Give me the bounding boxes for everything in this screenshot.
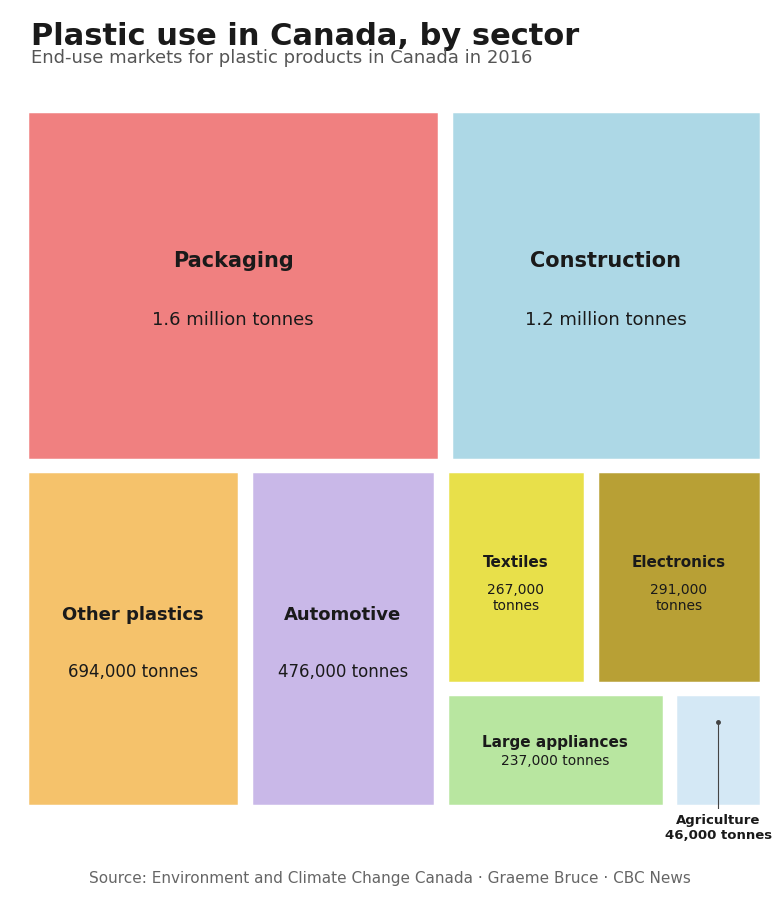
Bar <box>27 111 439 460</box>
Bar <box>446 694 664 806</box>
Text: 1.6 million tonnes: 1.6 million tonnes <box>152 311 314 330</box>
Text: Automotive: Automotive <box>284 606 402 624</box>
Bar <box>675 694 760 806</box>
Bar <box>597 471 760 683</box>
Bar <box>446 471 585 683</box>
Text: Construction: Construction <box>530 251 681 271</box>
Text: Other plastics: Other plastics <box>62 606 204 624</box>
Text: 1.2 million tonnes: 1.2 million tonnes <box>525 311 686 330</box>
Text: 291,000
tonnes: 291,000 tonnes <box>651 583 707 613</box>
Text: 694,000 tonnes: 694,000 tonnes <box>68 663 198 681</box>
Text: Agriculture
46,000 tonnes: Agriculture 46,000 tonnes <box>665 814 771 841</box>
Text: Source: Environment and Climate Change Canada · Graeme Bruce · CBC News: Source: Environment and Climate Change C… <box>89 870 691 886</box>
Bar <box>27 471 239 806</box>
Text: Large appliances: Large appliances <box>482 734 628 750</box>
Text: Textiles: Textiles <box>483 555 548 570</box>
Text: 237,000 tonnes: 237,000 tonnes <box>501 754 609 768</box>
Text: 476,000 tonnes: 476,000 tonnes <box>278 663 408 681</box>
Text: Plastic use in Canada, by sector: Plastic use in Canada, by sector <box>31 22 580 51</box>
Text: Packaging: Packaging <box>172 251 293 271</box>
Bar <box>251 471 434 806</box>
Text: End-use markets for plastic products in Canada in 2016: End-use markets for plastic products in … <box>31 49 533 67</box>
Text: 267,000
tonnes: 267,000 tonnes <box>488 583 544 613</box>
Text: Electronics: Electronics <box>632 555 726 570</box>
Bar <box>451 111 760 460</box>
